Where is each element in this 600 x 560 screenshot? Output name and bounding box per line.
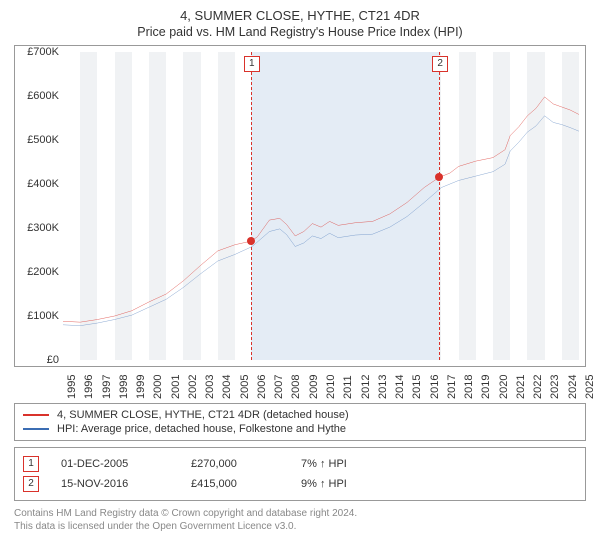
sale-row: 2 15-NOV-2016 £415,000 9% ↑ HPI xyxy=(23,474,577,494)
y-tick-label: £100K xyxy=(17,310,59,322)
x-tick-label: 2004 xyxy=(221,375,233,399)
legend-label: HPI: Average price, detached house, Folk… xyxy=(57,423,346,435)
x-tick-label: 2003 xyxy=(204,375,216,399)
page-title: 4, SUMMER CLOSE, HYTHE, CT21 4DR xyxy=(14,8,586,23)
x-tick-label: 2007 xyxy=(273,375,285,399)
x-tick-label: 1996 xyxy=(83,375,95,399)
x-tick-label: 2001 xyxy=(170,375,182,399)
legend-label: 4, SUMMER CLOSE, HYTHE, CT21 4DR (detach… xyxy=(57,409,349,421)
x-tick-label: 2008 xyxy=(290,375,302,399)
x-tick-label: 2025 xyxy=(584,375,596,399)
series-line-price_paid xyxy=(63,97,579,322)
x-tick-label: 1997 xyxy=(101,375,113,399)
x-tick-label: 2009 xyxy=(308,375,320,399)
footer-line: Contains HM Land Registry data © Crown c… xyxy=(14,507,586,520)
y-tick-label: £300K xyxy=(17,222,59,234)
x-tick-label: 2011 xyxy=(342,375,354,399)
sale-price: £270,000 xyxy=(191,458,301,470)
sale-badge: 2 xyxy=(23,476,39,492)
sale-row: 1 01-DEC-2005 £270,000 7% ↑ HPI xyxy=(23,454,577,474)
y-tick-label: £600K xyxy=(17,90,59,102)
sales-table: 1 01-DEC-2005 £270,000 7% ↑ HPI 2 15-NOV… xyxy=(14,447,586,501)
x-tick-label: 2019 xyxy=(480,375,492,399)
x-tick-label: 2010 xyxy=(325,375,337,399)
x-tick-label: 2020 xyxy=(498,375,510,399)
y-tick-label: £400K xyxy=(17,178,59,190)
x-tick-label: 2002 xyxy=(187,375,199,399)
x-tick-label: 2013 xyxy=(377,375,389,399)
x-tick-label: 2023 xyxy=(549,375,561,399)
x-tick-label: 2021 xyxy=(515,375,527,399)
y-tick-label: £0 xyxy=(17,354,59,366)
x-tick-label: 2017 xyxy=(446,375,458,399)
y-tick-label: £500K xyxy=(17,134,59,146)
x-tick-label: 2016 xyxy=(429,375,441,399)
x-axis-labels: 1995 1996 1997 1998 1999 2000 2001 2002 2003 2004… xyxy=(62,369,580,403)
x-tick-label: 2024 xyxy=(567,375,579,399)
plot-area: £0£100K£200K£300K£400K£500K£600K£700K12 xyxy=(63,52,579,360)
sale-pct: 7% ↑ HPI xyxy=(301,458,347,470)
x-tick-label: 1995 xyxy=(66,375,78,399)
footer-line: This data is licensed under the Open Gov… xyxy=(14,520,586,533)
chart: £0£100K£200K£300K£400K£500K£600K£700K12 xyxy=(14,45,586,367)
x-tick-label: 1999 xyxy=(135,375,147,399)
sale-badge: 1 xyxy=(23,456,39,472)
legend-item: 4, SUMMER CLOSE, HYTHE, CT21 4DR (detach… xyxy=(23,408,577,422)
legend: 4, SUMMER CLOSE, HYTHE, CT21 4DR (detach… xyxy=(14,403,586,441)
y-tick-label: £200K xyxy=(17,266,59,278)
sale-date: 01-DEC-2005 xyxy=(61,458,191,470)
x-tick-label: 1998 xyxy=(118,375,130,399)
y-tick-label: £700K xyxy=(17,46,59,58)
legend-swatch xyxy=(23,414,49,416)
x-tick-label: 2018 xyxy=(463,375,475,399)
x-tick-label: 2012 xyxy=(360,375,372,399)
sale-date: 15-NOV-2016 xyxy=(61,478,191,490)
x-tick-label: 2000 xyxy=(152,375,164,399)
sale-pct: 9% ↑ HPI xyxy=(301,478,347,490)
sale-price: £415,000 xyxy=(191,478,301,490)
x-tick-label: 2022 xyxy=(532,375,544,399)
legend-swatch xyxy=(23,428,49,430)
x-tick-label: 2014 xyxy=(394,375,406,399)
x-tick-label: 2005 xyxy=(239,375,251,399)
page-subtitle: Price paid vs. HM Land Registry's House … xyxy=(14,25,586,39)
x-tick-label: 2015 xyxy=(411,375,423,399)
footer: Contains HM Land Registry data © Crown c… xyxy=(14,507,586,533)
legend-item: HPI: Average price, detached house, Folk… xyxy=(23,422,577,436)
series-line-hpi xyxy=(63,116,579,326)
x-tick-label: 2006 xyxy=(256,375,268,399)
